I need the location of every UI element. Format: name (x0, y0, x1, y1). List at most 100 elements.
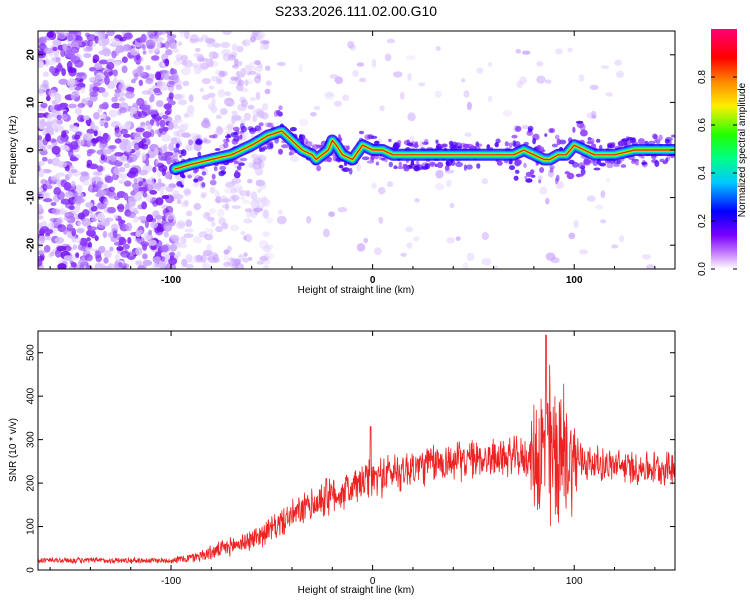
spectrogram-halo-blob (213, 166, 218, 172)
spectrogram-noise-blob (202, 262, 211, 269)
spectrogram-noise-blob (52, 46, 58, 52)
spectrogram-halo-blob (195, 139, 203, 145)
spectrogram-noise-blob (138, 141, 144, 149)
spectrogram-noise-blob (43, 184, 53, 190)
spectrogram-ytick-label: -20 (26, 238, 37, 253)
spectrogram-noise-blob (112, 230, 118, 239)
spectrogram-noise-blob (138, 180, 144, 187)
spectrogram-halo-blob (414, 164, 420, 172)
spectrogram-noise-blob (75, 252, 80, 258)
spectrogram-halo-blob (223, 138, 230, 144)
spectrogram-noise-blob (161, 195, 170, 200)
spectrogram-noise-blob (163, 223, 173, 232)
spectrogram-noise-blob (262, 209, 269, 219)
spectrogram-noise-blob (66, 52, 74, 57)
spectrogram-noise-blob (43, 198, 53, 203)
spectrogram-noise-blob (233, 184, 244, 193)
spectrogram-noise-blob (83, 115, 90, 121)
spectrogram-noise-blob (77, 221, 82, 226)
spectrogram-noise-blob (73, 203, 81, 213)
spectrogram-noise-blob (84, 97, 93, 106)
spectrogram-noise-blob (207, 103, 215, 110)
spectrogram-noise-blob (163, 151, 174, 157)
spectrogram-noise-blob (124, 91, 135, 99)
spectrogram-noise-blob (247, 104, 255, 110)
spectrogram-halo-blob (515, 125, 522, 132)
spectrogram-halo-blob (554, 134, 560, 140)
spectrogram-noise-blob (181, 258, 188, 267)
spectrogram-noise-blob (74, 107, 83, 116)
spectrogram-noise-blob (81, 218, 92, 227)
spectrogram-noise-blob (108, 145, 117, 150)
spectrogram-noise-blob (122, 133, 131, 138)
spectrogram-noise-blob (59, 145, 70, 151)
spectrogram-noise-blob (155, 36, 165, 42)
spectrogram-halo-blob (637, 138, 645, 145)
spectrogram-noise-blob (59, 102, 68, 108)
spectrogram-noise-blob (218, 70, 226, 78)
spectrogram-noise-blob (55, 56, 61, 63)
spectrogram-ylabel: Frequency (Hz) (8, 116, 19, 185)
spectrogram-halo-blob (575, 173, 584, 177)
spectrogram-noise-blob (243, 252, 248, 257)
spectrogram-noise-blob (42, 79, 49, 89)
spectrogram-noise-blob (230, 76, 239, 81)
spectrogram-noise-blob (176, 129, 186, 138)
spectrogram-halo-blob (596, 138, 601, 143)
spectrogram-noise-blob (177, 99, 188, 106)
spectrogram-halo-blob (670, 134, 675, 138)
spectrogram-noise-blob (55, 97, 62, 104)
spectrogram-halo-blob (665, 136, 673, 142)
spectrogram-noise-blob (244, 79, 249, 86)
spectrogram-noise-blob (243, 218, 253, 224)
spectrogram-noise-blob (94, 62, 103, 71)
spectrogram-noise-blob (63, 182, 72, 191)
spectrogram-halo-blob (466, 164, 473, 170)
spectrogram-noise-blob (290, 155, 299, 162)
spectrogram-noise-blob (217, 78, 223, 84)
colorbar: 0.0 0.2 0.4 0.6 0.8 Normalized spectral ampl… (697, 29, 748, 276)
spectrogram-ytick-label: 20 (26, 49, 37, 61)
spectrogram-noise-blob (123, 43, 132, 52)
spectrogram-noise-blob (145, 104, 151, 111)
spectrogram-halo-blob (188, 139, 194, 146)
spectrogram-noise-blob (47, 222, 55, 230)
spectrogram-halo-blob (530, 174, 536, 178)
spectrogram-halo-blob (392, 142, 400, 150)
spectrogram-noise-blob (240, 196, 246, 201)
spectrogram-noise-blob (40, 102, 48, 109)
spectrogram-noise-blob (137, 264, 147, 269)
spectrogram-noise-blob (172, 48, 180, 53)
spectrogram-noise-blob (142, 44, 146, 51)
spectrogram-noise-blob (578, 74, 585, 82)
spectrogram-halo-blob (653, 140, 657, 143)
spectrogram-noise-blob (63, 245, 72, 252)
spectrogram-noise-blob (183, 59, 193, 68)
spectrogram-noise-blob (38, 144, 44, 149)
spectrogram-noise-blob (223, 126, 234, 131)
spectrogram-noise-blob (114, 239, 119, 247)
spectrogram-noise-blob (114, 195, 120, 201)
spectrogram-noise-blob (141, 152, 147, 161)
spectrogram-halo-blob (173, 147, 180, 153)
spectrogram-ytick-label: -10 (26, 190, 37, 205)
spectrogram-noise-blob (110, 120, 121, 128)
spectrogram-noise-blob (238, 70, 247, 76)
spectrogram-noise-blob (76, 72, 82, 80)
spectrogram-noise-blob (114, 60, 121, 67)
spectrogram-noise-blob (413, 236, 420, 242)
spectrogram-noise-blob (418, 82, 426, 87)
spectrogram-noise-blob (49, 251, 55, 257)
spectrogram-noise-blob (70, 93, 76, 100)
spectrogram-noise-blob (195, 47, 201, 53)
spectrogram-noise-blob (310, 112, 317, 117)
spectrogram-noise-blob (173, 93, 183, 100)
spectrogram-noise-blob (200, 62, 210, 70)
spectrogram-noise-blob (258, 240, 269, 249)
spectrogram-noise-blob (435, 46, 441, 51)
spectrogram-noise-blob (371, 58, 377, 68)
spectrogram-noise-blob (160, 187, 164, 197)
spectrogram-noise-blob (229, 54, 236, 59)
spectrogram-noise-blob (407, 112, 416, 122)
spectrogram-noise-blob (168, 142, 175, 152)
